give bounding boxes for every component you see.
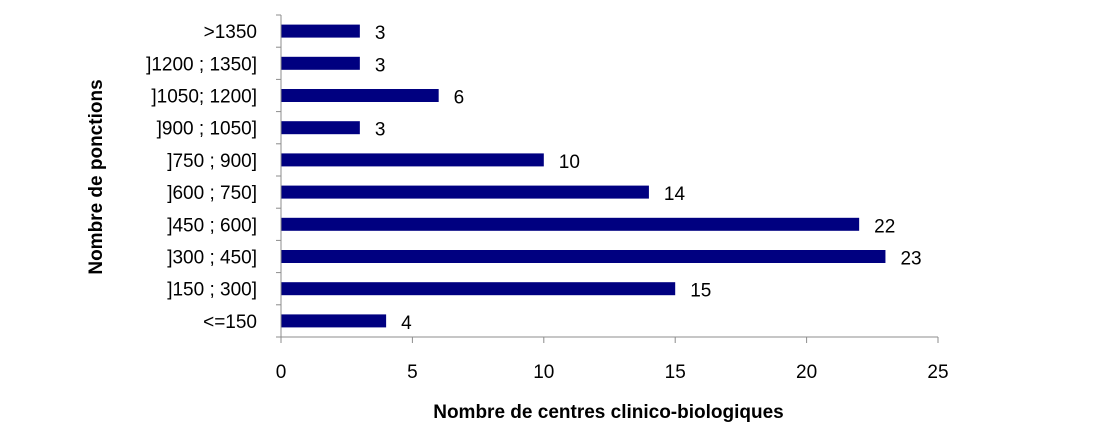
category-label-4: ]600 ; 750]	[167, 183, 257, 204]
value-label-8: 3	[375, 55, 386, 76]
category-label-0: <=150	[203, 312, 257, 333]
x-axis-title: Nombre de centres clinico-biologiques	[433, 402, 784, 423]
category-label-1: ]150 ; 300]	[167, 280, 257, 301]
bar-3	[281, 217, 860, 231]
x-ticks-group: 0 5 10 15 20 25	[276, 14, 949, 383]
bars-group	[281, 24, 886, 328]
bar-1	[281, 282, 676, 296]
x-tick-label-5: 25	[927, 362, 948, 383]
category-label-6: ]900 ; 1050]	[157, 119, 257, 140]
bar-4	[281, 185, 649, 199]
x-tick-label-4: 20	[796, 362, 817, 383]
category-label-8: ]1200 ; 1350]	[146, 54, 257, 75]
bar-8	[281, 56, 360, 70]
category-label-2: ]300 ; 450]	[167, 248, 257, 269]
value-label-4: 14	[664, 184, 686, 205]
value-label-0: 4	[401, 313, 412, 334]
value-label-6: 3	[375, 120, 386, 141]
bar-0	[281, 314, 387, 328]
x-tick-label-3: 15	[665, 362, 686, 383]
x-tick-label-1: 5	[407, 362, 418, 383]
bar-9	[281, 24, 360, 38]
value-label-3: 22	[874, 216, 895, 237]
value-label-2: 23	[900, 249, 921, 270]
category-label-3: ]450 ; 600]	[167, 215, 257, 236]
bar-2	[281, 250, 886, 263]
x-tick-label-0: 0	[276, 362, 287, 383]
category-label-5: ]750 ; 900]	[167, 151, 257, 172]
bar-7	[281, 89, 439, 102]
bar-6	[281, 121, 360, 135]
bar-5	[281, 153, 544, 167]
x-tick-label-2: 10	[533, 362, 554, 383]
value-label-9: 3	[375, 23, 386, 44]
category-labels-group: <=150 ]150 ; 300] ]300 ; 450] ]450 ; 600] ]6…	[146, 22, 257, 333]
value-label-5: 10	[559, 152, 580, 173]
category-label-9: >1350	[204, 22, 257, 43]
category-label-7: ]1050; 1200]	[151, 87, 257, 108]
value-label-1: 15	[690, 281, 711, 302]
y-axis-title: Nombre de ponctions	[86, 79, 107, 274]
value-label-7: 6	[454, 88, 465, 109]
